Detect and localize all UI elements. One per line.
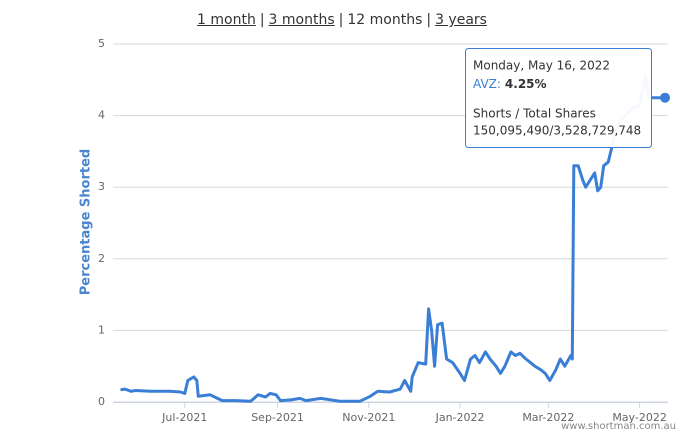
y-axis-label: Percentage Shorted [79,149,94,295]
x-tick-label: Sep-2021 [251,411,304,424]
data-line [120,74,665,403]
x-tick-label: May-2022 [612,411,667,424]
tooltip-series: AVZ: [473,77,501,91]
x-tick-label: Mar-2022 [522,411,574,424]
tooltip-detail-title: Shorts / Total Shares [473,107,596,121]
tooltip-value-line: AVZ: 4.25% [473,77,547,91]
range-nav: 1 month | 3 months | 12 months | 3 years [0,12,684,28]
y-tick-label: 2 [98,252,105,265]
separator: | [338,12,344,28]
watermark: www.shortman.com.au [561,421,676,432]
x-tick-label: Jan-2022 [435,411,485,424]
y-tick-label: 5 [98,37,105,50]
range-link: 12 months [347,12,423,28]
range-link[interactable]: 3 months [268,12,335,28]
tooltip: Monday, May 16, 2022 AVZ: 4.25% Shorts / To… [465,48,652,148]
tooltip-value: 4.25% [505,77,547,91]
separator: | [259,12,265,28]
y-tick-label: 1 [98,323,105,336]
y-tick-label: 4 [98,109,105,122]
x-tick-label: Jul-2021 [161,411,207,424]
y-tick-label: 3 [98,180,105,193]
tooltip-date: Monday, May 16, 2022 [473,59,610,73]
range-link[interactable]: 3 years [435,12,487,28]
x-tick-label: Nov-2021 [342,411,395,424]
range-link[interactable]: 1 month [197,12,256,28]
separator: | [426,12,432,28]
tooltip-detail-value: 150,095,490/3,528,729,748 [473,124,641,138]
hover-marker [660,92,671,103]
tooltip-box [465,48,652,148]
y-tick-label: 0 [98,395,105,408]
